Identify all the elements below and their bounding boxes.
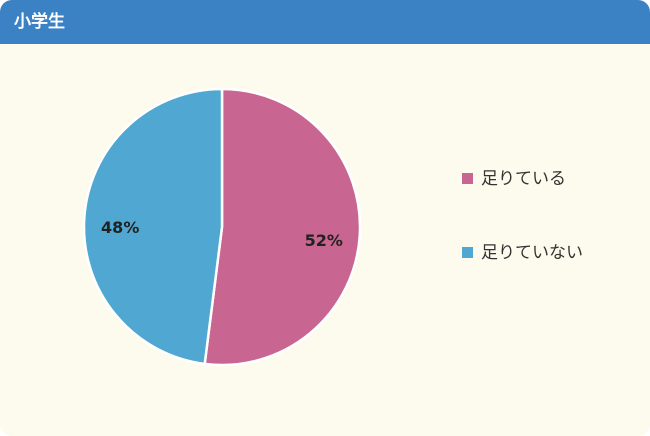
legend-swatch [462,173,473,184]
chart-title: 小学生 [14,11,65,32]
legend-label: 足りていない [481,243,583,263]
data-label: 48% [101,218,139,237]
legend-label: 足りている [481,169,566,189]
legend-swatch [462,247,473,258]
pie-slice [82,87,224,366]
data-label: 52% [305,231,343,250]
header-bar [0,0,650,44]
pie-slice [203,87,362,367]
